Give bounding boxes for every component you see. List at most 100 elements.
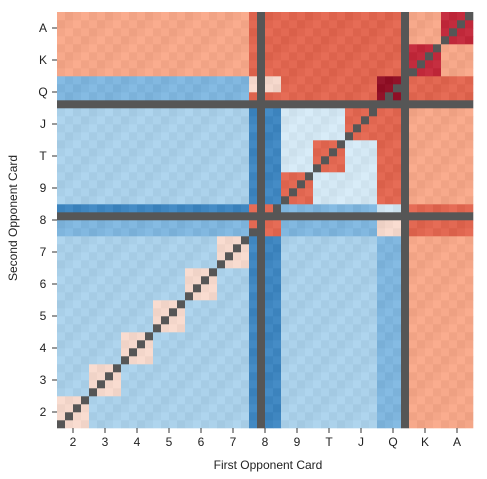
- heatmap-cell: [425, 44, 434, 53]
- heatmap-cell: [281, 76, 290, 85]
- heatmap-cell: [393, 52, 402, 61]
- heatmap-cell: [153, 68, 162, 77]
- heatmap-cell: [73, 172, 82, 181]
- heatmap-cell: [233, 372, 242, 381]
- heatmap-cell: [433, 268, 442, 277]
- heatmap-cell: [161, 100, 170, 109]
- heatmap-cell: [217, 364, 226, 373]
- heatmap-cell: [369, 204, 378, 213]
- heatmap-cell: [409, 388, 418, 397]
- heatmap-cell: [273, 300, 282, 309]
- heatmap-cell: [193, 76, 202, 85]
- heatmap-cell: [289, 20, 298, 29]
- heatmap-cell: [257, 196, 266, 205]
- heatmap-cell: [65, 204, 74, 213]
- heatmap-cell: [449, 412, 458, 421]
- heatmap-cell: [145, 228, 154, 237]
- heatmap-cell: [217, 212, 226, 221]
- heatmap-cell: [57, 236, 66, 245]
- heatmap-cell: [297, 20, 306, 29]
- heatmap-cell: [169, 364, 178, 373]
- heatmap-cell: [89, 140, 98, 149]
- heatmap-cell: [393, 420, 402, 429]
- heatmap-cell: [193, 92, 202, 101]
- heatmap-cell: [353, 340, 362, 349]
- heatmap-cell: [289, 140, 298, 149]
- heatmap-cell: [401, 220, 410, 229]
- heatmap-cell: [329, 68, 338, 77]
- heatmap-cell: [113, 28, 122, 37]
- heatmap-cell: [345, 116, 354, 125]
- heatmap-cell: [105, 404, 114, 413]
- heatmap-cell: [177, 276, 186, 285]
- heatmap-cell: [409, 228, 418, 237]
- heatmap-cell: [361, 388, 370, 397]
- heatmap-cell: [321, 268, 330, 277]
- heatmap-cell: [313, 252, 322, 261]
- heatmap-cell: [281, 44, 290, 53]
- heatmap-cell: [425, 196, 434, 205]
- heatmap-cell: [201, 140, 210, 149]
- heatmap-cell: [409, 236, 418, 245]
- heatmap-cell: [121, 412, 130, 421]
- heatmap-cell: [257, 84, 266, 93]
- heatmap-cell: [321, 140, 330, 149]
- heatmap-cell: [305, 260, 314, 269]
- heatmap-cell: [65, 300, 74, 309]
- heatmap-cell: [161, 76, 170, 85]
- heatmap-cell: [449, 116, 458, 125]
- y-tick-label: 9: [40, 181, 47, 195]
- heatmap-cell: [337, 276, 346, 285]
- heatmap-cell: [73, 300, 82, 309]
- heatmap-cell: [377, 364, 386, 373]
- heatmap-cell: [81, 228, 90, 237]
- heatmap-cell: [457, 356, 466, 365]
- heatmap-cell: [89, 252, 98, 261]
- heatmap-cell: [201, 220, 210, 229]
- heatmap-cell: [65, 92, 74, 101]
- heatmap-cell: [433, 324, 442, 333]
- heatmap-cell: [409, 28, 418, 37]
- heatmap-cell: [137, 76, 146, 85]
- heatmap-cell: [65, 116, 74, 125]
- heatmap-cell: [73, 52, 82, 61]
- heatmap-cell: [337, 180, 346, 189]
- heatmap-cell: [409, 84, 418, 93]
- heatmap-cell: [145, 220, 154, 229]
- heatmap-cell: [281, 204, 290, 213]
- heatmap-cell: [121, 164, 130, 173]
- heatmap-cell: [321, 292, 330, 301]
- heatmap-cell: [65, 340, 74, 349]
- heatmap-cell: [353, 396, 362, 405]
- heatmap-cell: [257, 212, 266, 221]
- heatmap-cell: [177, 44, 186, 53]
- heatmap-cell: [441, 372, 450, 381]
- heatmap-cell: [377, 164, 386, 173]
- heatmap-cell: [369, 356, 378, 365]
- heatmap-cell: [81, 116, 90, 125]
- heatmap-cell: [401, 332, 410, 341]
- heatmap-cell: [233, 404, 242, 413]
- heatmap-cell: [345, 12, 354, 21]
- heatmap-cell: [201, 316, 210, 325]
- heatmap-cell: [185, 236, 194, 245]
- heatmap-cell: [329, 116, 338, 125]
- heatmap-cell: [337, 372, 346, 381]
- heatmap-cell: [225, 420, 234, 429]
- heatmap-cell: [457, 36, 466, 45]
- heatmap-cell: [65, 180, 74, 189]
- heatmap-cell: [241, 252, 250, 261]
- heatmap-cell: [289, 340, 298, 349]
- heatmap-cell: [385, 356, 394, 365]
- heatmap-cell: [329, 412, 338, 421]
- heatmap-cell: [337, 268, 346, 277]
- heatmap-cell: [361, 284, 370, 293]
- heatmap-cell: [73, 20, 82, 29]
- heatmap-cell: [193, 12, 202, 21]
- heatmap-cell: [401, 380, 410, 389]
- heatmap-cell: [113, 244, 122, 253]
- heatmap-cell: [217, 380, 226, 389]
- heatmap-cell: [441, 84, 450, 93]
- heatmap-cell: [281, 380, 290, 389]
- heatmap-cell: [81, 340, 90, 349]
